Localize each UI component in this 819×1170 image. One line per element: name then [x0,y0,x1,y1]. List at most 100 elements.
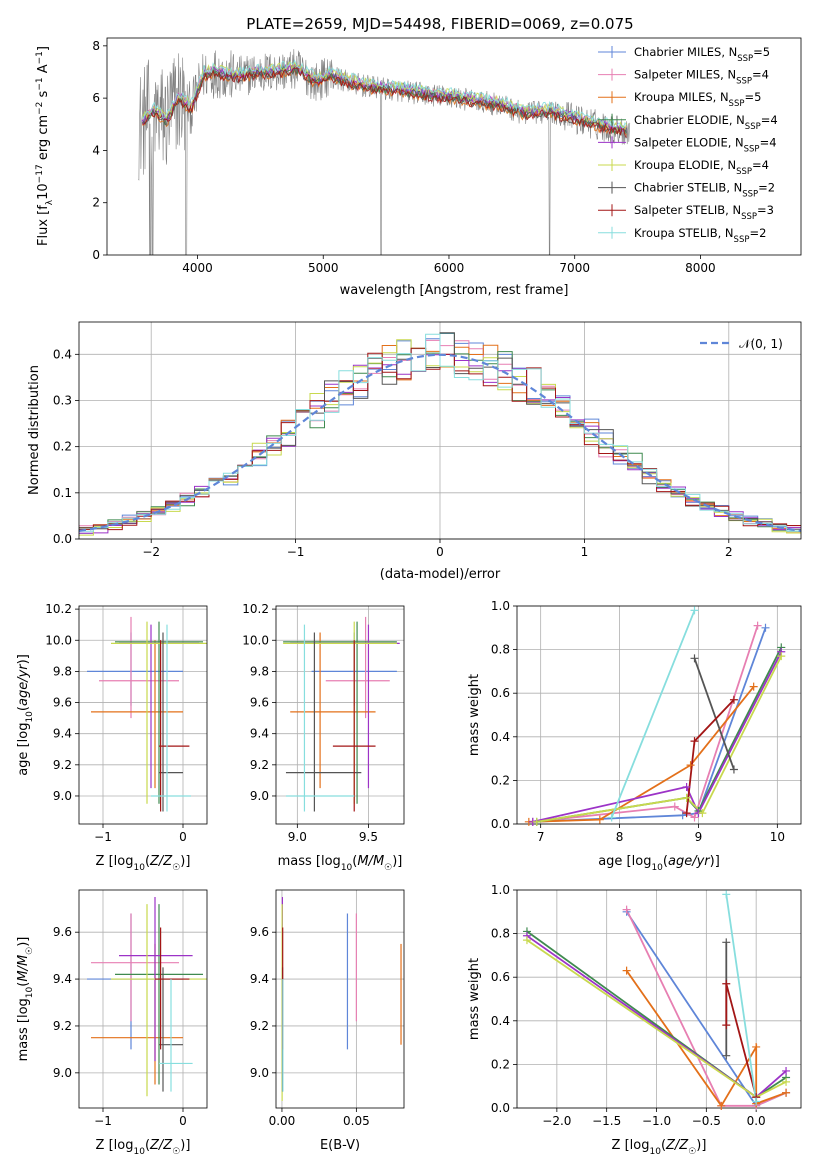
model-spectrum-kroupa-miles [142,67,627,136]
legend-sub: SSP [737,54,753,64]
weight-marker-chabrier-stelib [729,765,738,774]
weight-line-kroupa-elodie [536,655,783,823]
legend-label-chabrier-elodie: Chabrier ELODIE, NSSP=4 [634,113,778,132]
label-part: λ [45,199,55,205]
legend-suffix: =5 [744,90,761,104]
y-tick-label: 10.2 [45,602,72,616]
x-tick-label: 0 [179,830,187,844]
weight-marker-kroupa-elodie [532,817,541,826]
plot-area [87,616,207,812]
y-tick-label: 10.0 [45,633,72,647]
x-tick-label: −1 [94,1114,112,1128]
label-part: )] [16,937,31,947]
legend-sub: SSP [736,167,752,177]
x-tick-label: 0.05 [343,1114,370,1128]
x-tick-label: −1.0 [642,1114,671,1128]
legend-text: Kroupa STELIB, N [634,226,734,240]
x-tick-label: 7000 [559,261,590,275]
weight-marker-kroupa-stelib [690,606,699,615]
axes-frame [106,37,802,256]
label-part: 10 [133,1147,145,1157]
weight-marker-kroupa-stelib [722,890,731,899]
normal-distribution-curve [79,353,801,532]
y-tick-label: 9.4 [53,972,72,986]
label-part: E(B-V) [320,1138,360,1153]
weight-line-chabrier-miles [532,627,767,823]
weight-line-kroupa-miles [528,686,755,823]
y-axis-label: Normed distribution [27,365,42,495]
legend-suffix: =5 [753,45,770,59]
y-tick-label: 9.0 [250,789,269,803]
axes-frame [275,889,405,1109]
legend-text: Kroupa ELODIE, N [634,158,736,172]
label-part: ( [16,982,31,987]
y-tick-label: 9.2 [250,1019,269,1033]
label-part: Z [log [612,1138,650,1153]
x-axis-label: (data-model)/error [380,567,501,582]
weight-marker-kroupa-miles [717,1101,726,1110]
y-tick-label: 0.6 [491,970,510,984]
y-tick-label: 9.2 [53,1019,72,1033]
histogram-kroupa-stelib [79,333,801,532]
x-tick-label: 0.0 [747,1114,766,1128]
legend-suffix: =4 [760,135,777,149]
y-tick-label: 9.2 [53,758,72,772]
label-part: age/yr [668,854,711,869]
x-tick-label: 1 [581,545,589,559]
legend-sub: SSP [744,144,760,154]
axes-frame [78,889,208,1109]
y-tick-label: 0.4 [491,1014,510,1028]
x-axis-label: age [log10(age/yr)] [598,854,720,873]
y-tick-label: 9.4 [250,727,269,741]
axes-frame [78,605,208,825]
label-part: ( [661,1138,666,1153]
weight-marker-salpeter-stelib [690,737,699,746]
label-part: age [log [598,854,651,869]
label-part: erg cm [36,115,51,164]
legend-text: Salpeter STELIB, N [634,203,741,217]
weight-marker-kroupa-stelib [752,1097,761,1106]
x-tick-label: −0.5 [692,1114,721,1128]
weight-marker-chabrier-stelib [722,1051,731,1060]
y-tick-label: 0.2 [491,1057,510,1071]
legend-text: Salpeter ELODIE, N [634,135,744,149]
weight-line-kroupa-stelib [725,894,758,1102]
axes-frame [516,605,802,825]
x-tick-label: −1 [94,830,112,844]
x-axis-label: wavelength [Angstrom, rest frame] [340,283,569,298]
y-axis-label: mass weight [467,958,482,1040]
label-part: mass weight [467,674,482,756]
legend-sub: SSP [742,190,758,200]
figure-title: PLATE=2659, MJD=54498, FIBERID=0069, z=0… [246,15,633,33]
legend-label-normal: 𝒩(0, 1) [739,337,783,351]
y-tick-label: 0.0 [53,532,72,546]
label-part: M/M [357,854,384,869]
plot-area [281,897,402,1101]
weight-marker-kroupa-elodie [777,652,786,661]
y-tick-label: 4 [92,143,100,157]
x-tick-label: −2.0 [542,1114,571,1128]
x-tick-label: −1.5 [592,1114,621,1128]
y-tick-label: 0.4 [491,730,510,744]
weight-marker-salpeter-elodie [782,1066,791,1075]
legend-sub: SSP [745,122,761,132]
label-part: Z/Z [149,1138,173,1153]
plot-area [87,897,207,1097]
legend-label-salpeter-miles: Salpeter MILES, NSSP=4 [634,68,769,87]
legend-sub: SSP [736,77,752,87]
y-tick-label: 1.0 [491,599,510,613]
legend-sub: SSP [741,212,757,222]
label-part: A [36,64,51,77]
weight-line-chabrier-stelib [693,657,735,770]
weight-marker-chabrier-stelib [690,654,699,663]
model-spectrum-chabrier-stelib [141,67,627,136]
x-tick-label: 9.5 [359,830,378,844]
weight-marker-salpeter-miles [690,813,699,822]
legend-label-salpeter-elodie: Salpeter ELODIE, NSSP=4 [634,135,777,154]
y-tick-label: 9.6 [250,696,269,710]
y-tick-label: 0.0 [491,1101,510,1115]
x-axis-label: mass [log10(M/M☉)] [278,854,403,873]
panel-mass-vs-z: −1 09.09.29.49.6Z [log10(Z/Z☉)]mass [log1… [16,889,208,1157]
x-tick-label: 0 [436,545,444,559]
